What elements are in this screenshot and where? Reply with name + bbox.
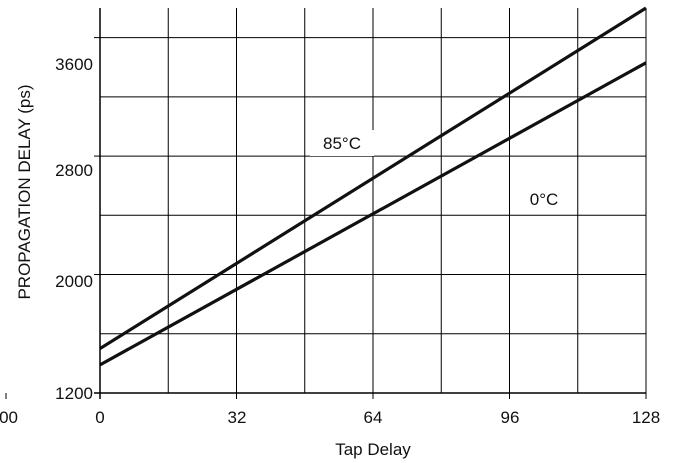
x-tick-label-64: 64 [364,408,383,427]
x-axis-title: Tap Delay [335,440,411,459]
y-axis-title: PROPAGATION DELAY (ps) [15,84,34,299]
series-label-85-bg [310,130,374,156]
series-line-1 [99,61,647,367]
series-label-0c: 0°C [530,190,559,209]
x-tick-label-128: 128 [632,408,660,427]
y-tick-label-2000: 2000 [55,272,93,291]
y-tick-label-1200: 1200 [55,384,93,403]
y-tick-label-3600: 3600 [55,55,93,74]
series-label-85c: 85°C [323,134,361,153]
x-tick-label-32: 32 [228,408,247,427]
y-tick-label-2800: 2800 [55,161,93,180]
series-group [99,6,647,367]
left-edge-label: 00 [0,408,18,427]
plot-frame [5,8,647,399]
x-tick-label-0: 0 [95,408,104,427]
series-line-0 [99,6,647,350]
x-tick-label-96: 96 [501,408,520,427]
series-label-0-bg [516,186,572,212]
